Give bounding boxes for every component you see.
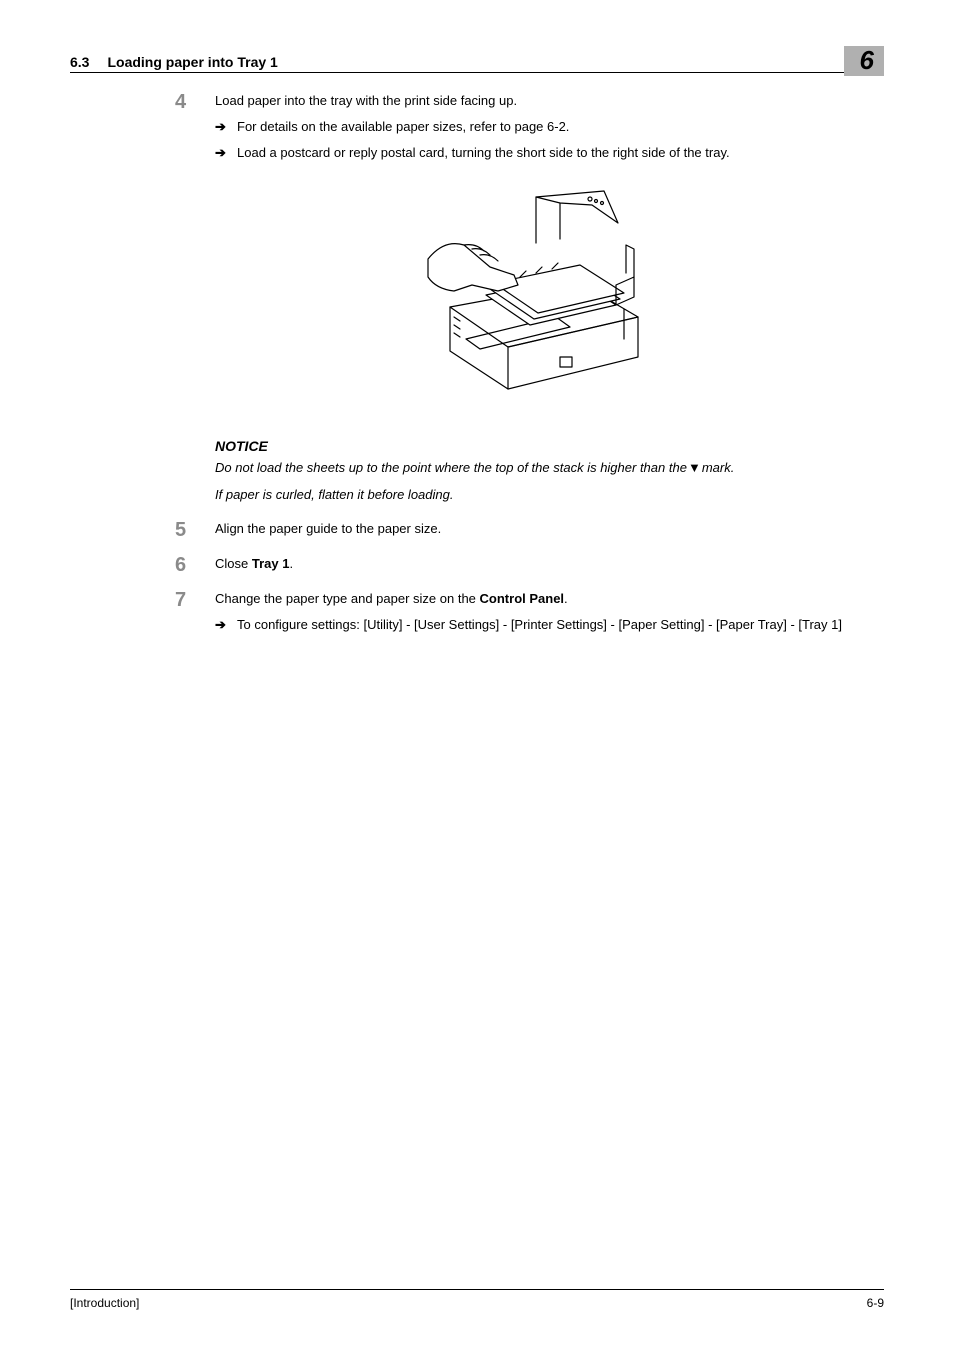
page-header: 6.3 Loading paper into Tray 1 6 — [70, 40, 884, 73]
step-number: 5 — [175, 519, 215, 540]
notice-heading: NOTICE — [215, 438, 874, 454]
step-text-pre: Change the paper type and paper size on … — [215, 591, 480, 606]
arrow-right-icon: ➔ — [215, 117, 237, 137]
main-content: 4 Load paper into the tray with the prin… — [175, 91, 874, 635]
sub-item: ➔ Load a postcard or reply postal card, … — [215, 143, 874, 163]
page-footer: [Introduction] 6-9 — [70, 1289, 884, 1310]
step-text-bold: Tray 1 — [252, 556, 290, 571]
step-text: Align the paper guide to the paper size. — [215, 519, 874, 539]
sub-item-text: For details on the available paper sizes… — [237, 117, 874, 137]
step-text: Load paper into the tray with the print … — [215, 91, 874, 111]
sub-item-text: Load a postcard or reply postal card, tu… — [237, 143, 874, 163]
notice-line-1-pre: Do not load the sheets up to the point w… — [215, 458, 687, 478]
step-text-pre: Close — [215, 556, 252, 571]
arrow-right-icon: ➔ — [215, 615, 237, 635]
step-number: 6 — [175, 554, 215, 575]
section-number: 6.3 — [70, 54, 89, 70]
footer-right: 6-9 — [867, 1296, 884, 1310]
section-title: Loading paper into Tray 1 — [107, 54, 277, 70]
notice-line-1: Do not load the sheets up to the point w… — [215, 458, 874, 478]
chapter-badge: 6 — [844, 46, 884, 76]
sub-item: ➔ For details on the available paper siz… — [215, 117, 874, 137]
arrow-right-icon: ➔ — [215, 143, 237, 163]
step-text-post: . — [564, 591, 568, 606]
sub-item-text: To configure settings: [Utility] - [User… — [237, 615, 874, 635]
step-7: 7 Change the paper type and paper size o… — [175, 589, 874, 635]
tray-illustration — [215, 189, 874, 405]
notice-line-2: If paper is curled, flatten it before lo… — [215, 485, 874, 505]
notice-line-1-post: mark. — [702, 458, 735, 478]
step-number: 4 — [175, 91, 215, 432]
step-6: 6 Close Tray 1. — [175, 554, 874, 575]
tray-svg-icon — [420, 189, 670, 399]
triangle-down-icon: ▼ — [688, 458, 701, 478]
sub-item: ➔ To configure settings: [Utility] - [Us… — [215, 615, 874, 635]
step-4: 4 Load paper into the tray with the prin… — [175, 91, 874, 432]
notice-block: NOTICE Do not load the sheets up to the … — [215, 438, 874, 505]
footer-left: [Introduction] — [70, 1296, 139, 1310]
step-text-bold: Control Panel — [480, 591, 565, 606]
step-text-post: . — [289, 556, 293, 571]
step-number: 7 — [175, 589, 215, 635]
step-5: 5 Align the paper guide to the paper siz… — [175, 519, 874, 540]
